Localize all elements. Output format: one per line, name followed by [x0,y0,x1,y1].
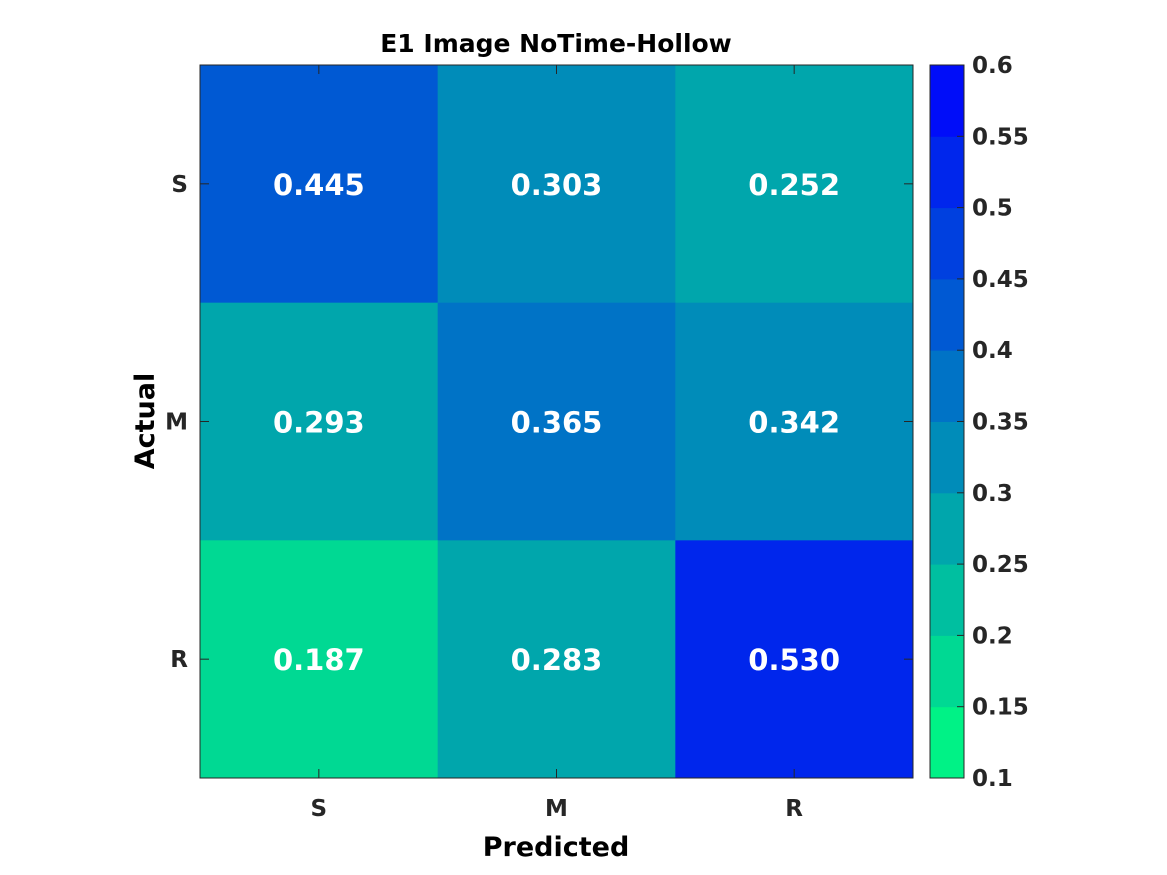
colorbar-tick-label: 0.25 [972,552,1029,578]
cell-value-label: 0.293 [273,406,365,440]
colorbar-tick-label: 0.45 [972,267,1029,293]
heatmap-cell-s-r [675,65,914,304]
colorbar-tick-label: 0.6 [972,53,1013,79]
colorbar-band [930,635,964,708]
colorbar-band [930,207,964,280]
colorbar-tick-label: 0.15 [972,695,1029,721]
heatmap-cell-r-r [675,540,914,779]
x-tick-label-s: S [311,796,328,822]
x-tick-label-m: M [545,796,568,822]
heatmap-cell-s-s [200,65,439,304]
x-axis-label: Predicted [483,832,630,863]
cell-value-label: 0.365 [511,406,603,440]
x-tick-label-r: R [785,796,803,822]
colorbar-tick-label: 0.3 [972,481,1013,507]
colorbar-band [930,492,964,565]
colorbar [929,64,965,779]
heatmap-cell-r-s [200,540,439,779]
colorbar-tick-labels: 0.1 0.15 0.2 0.25 0.3 0.35 0.4 0.45 0.5 0.55 0.6 [972,53,1029,792]
y-axis-label: Actual [130,373,161,470]
cell-value-label: 0.342 [748,406,840,440]
cell-value-label: 0.530 [748,643,840,677]
cell-value-label: 0.187 [273,643,365,677]
heatmap-cell-r-m [437,540,676,779]
colorbar-band [930,350,964,422]
colorbar-band [930,421,964,494]
chart-title: E1 Image NoTime-Hollow [380,29,732,58]
heatmap-cell-labels: 0.445 0.303 0.252 0.293 0.365 0.342 0.187 0.283… [273,168,840,677]
colorbar-tick-label: 0.5 [972,196,1013,222]
heatmap-cell-s-m [437,65,676,304]
y-tick-label-m: M [165,410,188,436]
colorbar-tick-label: 0.1 [972,766,1013,792]
colorbar-band [930,136,964,209]
colorbar-band [930,65,964,137]
y-tick-label-r: R [170,647,188,673]
colorbar-tick-label: 0.2 [972,623,1013,649]
cell-value-label: 0.303 [511,168,603,202]
colorbar-tick-label: 0.35 [972,410,1029,436]
y-tick-labels: S M R [165,172,188,673]
heatmap-cell-m-s [200,302,439,541]
heatmap-cells [200,65,914,779]
cell-value-label: 0.252 [748,168,840,202]
heatmap-cell-m-m [437,302,676,541]
axis-ticks [200,65,913,778]
colorbar-tick-label: 0.55 [972,124,1029,150]
y-tick-label-s: S [171,172,188,198]
heatmap-cell-m-r [675,302,914,541]
colorbar-band [930,564,964,636]
cell-value-label: 0.283 [511,643,603,677]
cell-value-label: 0.445 [273,168,365,202]
colorbar-band [930,706,964,779]
colorbar-tick-label: 0.4 [972,338,1013,364]
colorbar-band [930,278,964,351]
